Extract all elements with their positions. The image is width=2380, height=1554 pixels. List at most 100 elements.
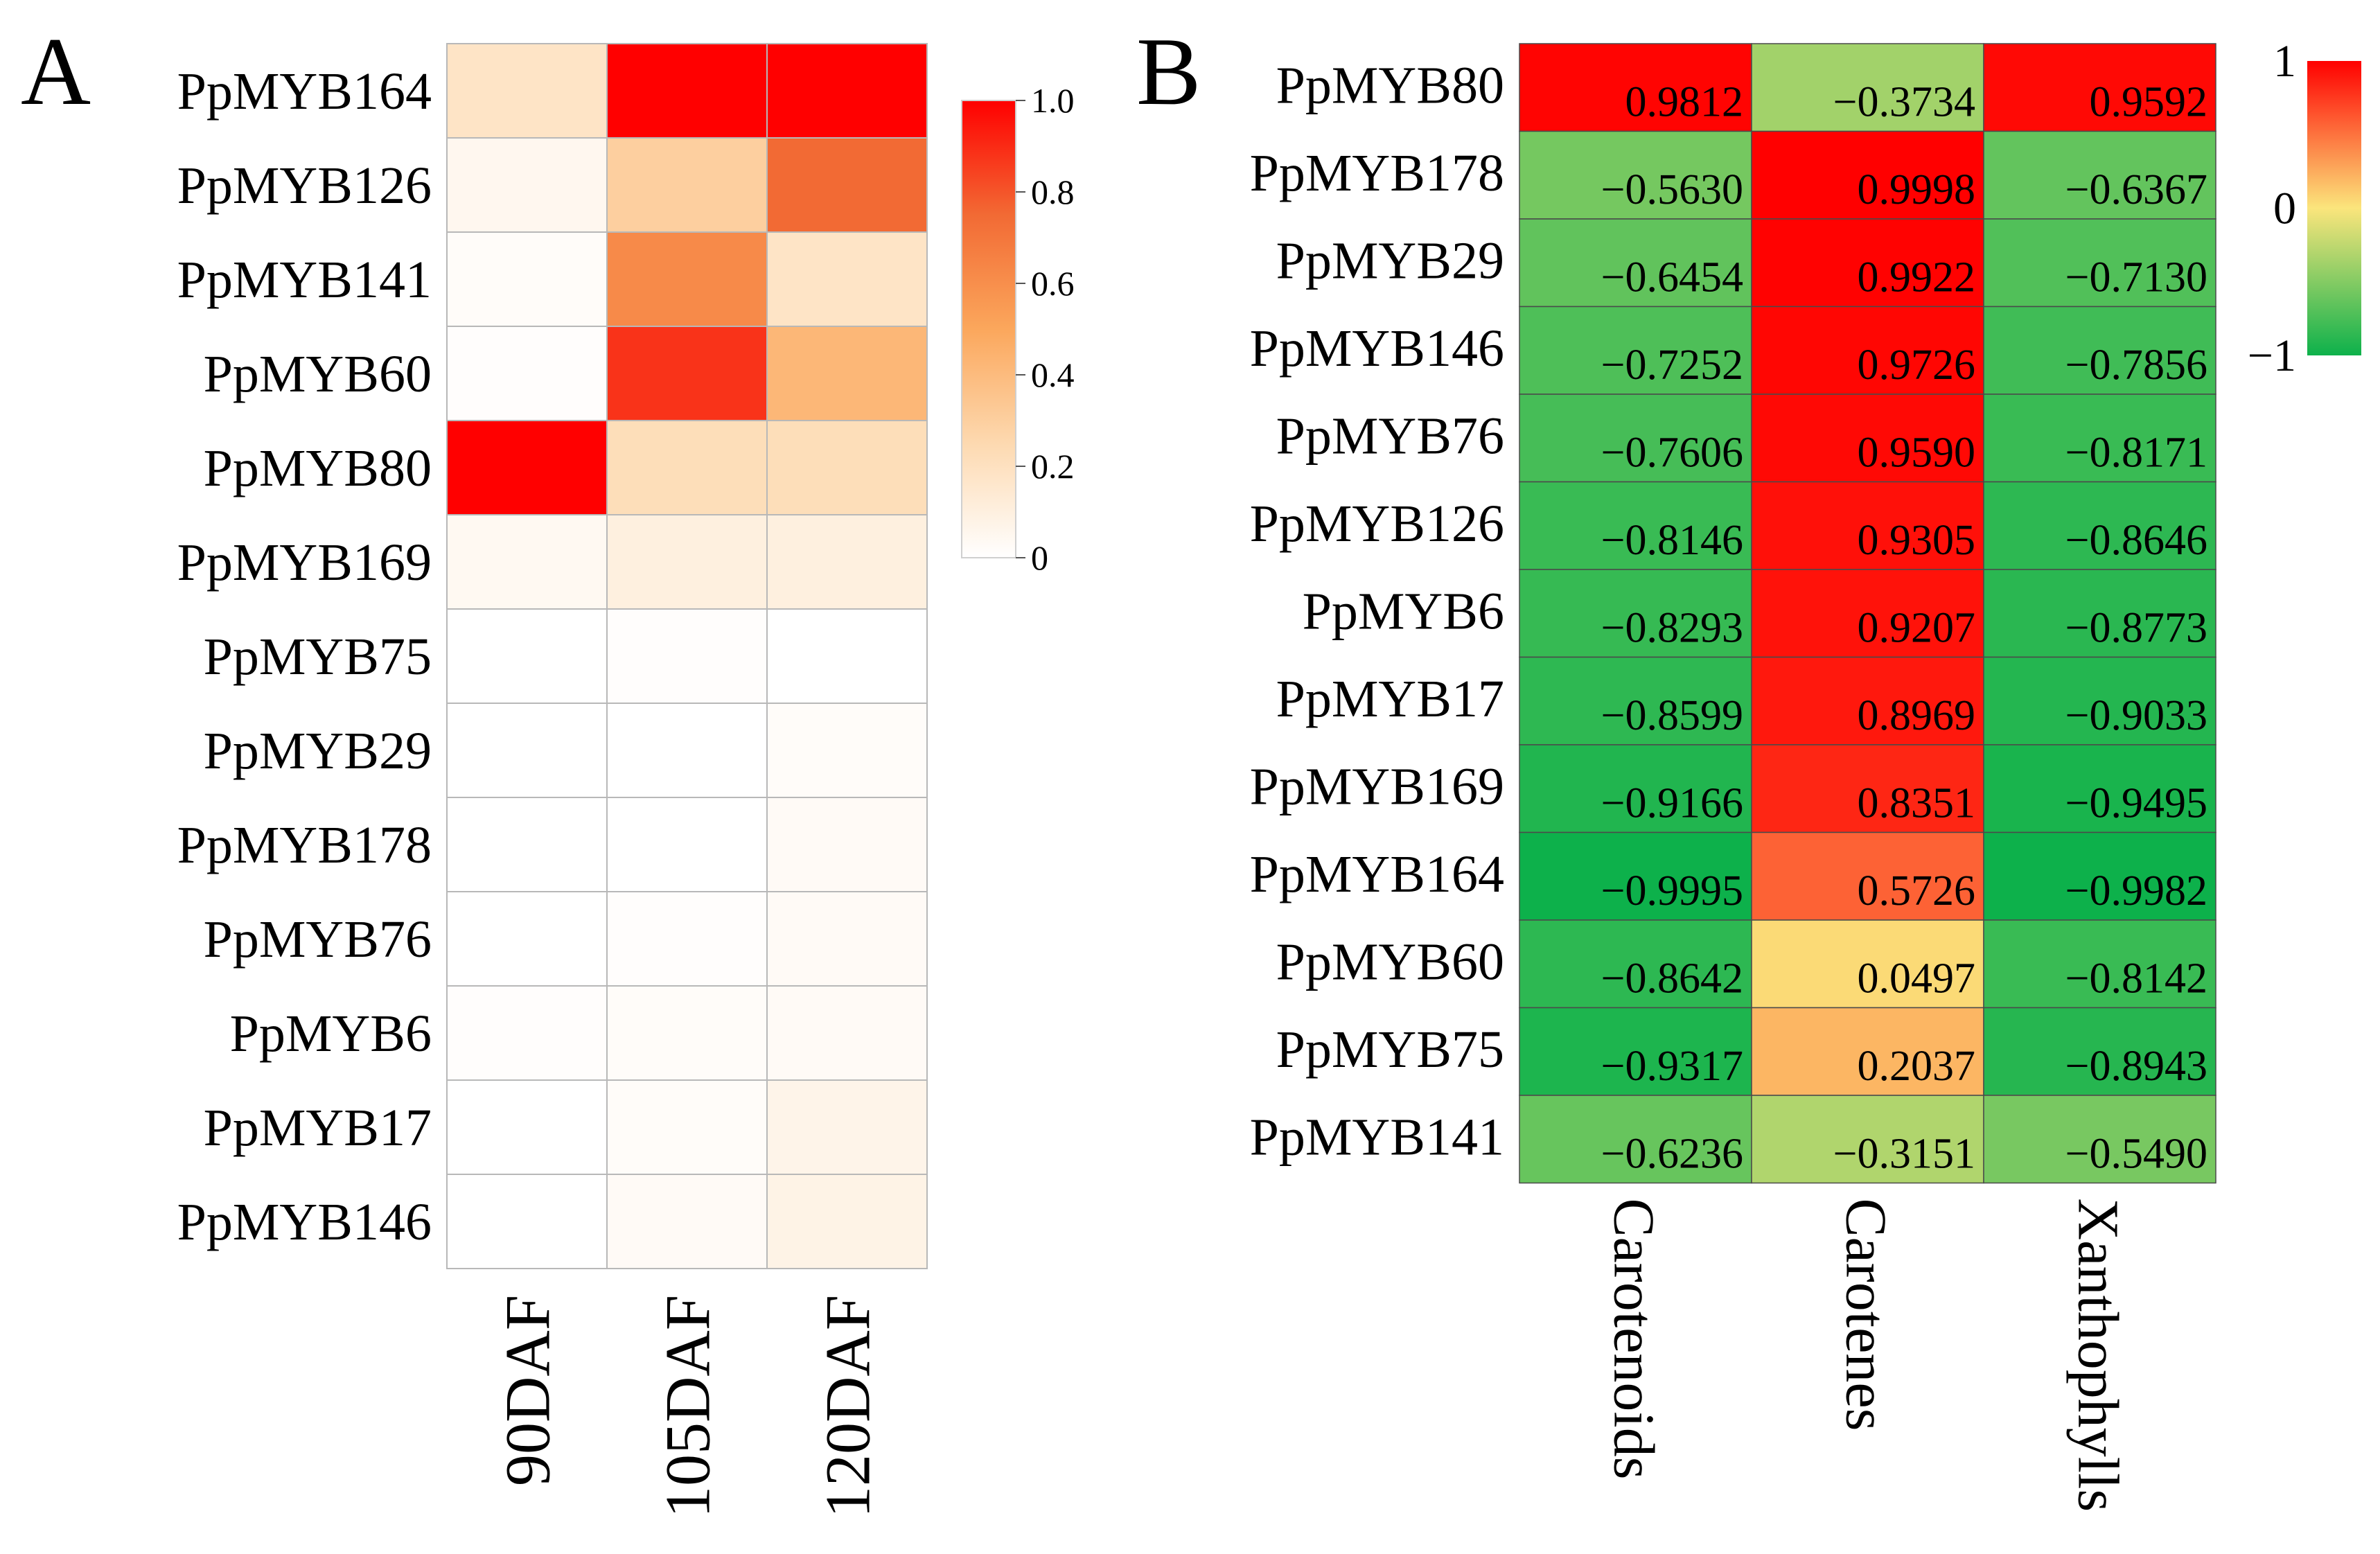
cell-a-ppmyb60-90daf (446, 326, 608, 421)
cell-value-b-ppmyb80-carotenes: −0.3734 (1833, 79, 1975, 126)
row-label-a-ppmyb80: PpMYB80 (204, 439, 432, 497)
cell-b-ppmyb164-xanthophylls (1983, 831, 2216, 921)
row-label-a-ppmyb126: PpMYB126 (177, 157, 432, 215)
cell-value-b-ppmyb178-carotenoids: −0.5630 (1601, 166, 1743, 213)
colorbar-b-bar (2307, 61, 2361, 355)
cell-value-b-ppmyb126-carotenes: 0.9305 (1858, 517, 1976, 564)
cell-b-ppmyb146-xanthophylls (1983, 306, 2216, 395)
cell-value-b-ppmyb126-xanthophylls: −0.8646 (2065, 517, 2207, 564)
cell-b-ppmyb29-carotenoids (1519, 218, 1752, 308)
cell-value-b-ppmyb141-carotenes: −0.3151 (1833, 1131, 1975, 1178)
colorbar-b-tick-label: −1 (2248, 330, 2296, 381)
panel-a-colorbar: 0 0.2 0.4 0.6 0.8 1.0 (961, 81, 1075, 577)
column-label-a-105daf: 105DAF (653, 1295, 723, 1518)
colorbar-a-tick-label: 1.0 (1031, 81, 1075, 120)
colorbar-a-tick-label: 0.2 (1031, 447, 1075, 486)
panel-b-cells: 0.9812 −0.3734 0.9592 −0.5630 0.9998 −0.6367 −… (1519, 43, 2216, 1184)
cell-value-b-ppmyb75-xanthophylls: −0.8943 (2065, 1043, 2207, 1090)
cell-a-ppmyb17-105daf (606, 1079, 768, 1175)
cell-a-ppmyb29-90daf (446, 703, 608, 798)
cell-value-b-ppmyb29-carotenes: 0.9922 (1858, 254, 1976, 301)
cell-b-ppmyb178-xanthophylls (1983, 130, 2216, 220)
row-label-b-ppmyb164: PpMYB164 (1250, 845, 1504, 903)
cell-value-b-ppmyb6-carotenes: 0.9207 (1858, 605, 1976, 652)
cell-a-ppmyb80-120daf (766, 420, 928, 515)
cell-b-ppmyb169-xanthophylls (1983, 744, 2216, 833)
colorbar-b-tick-label: 1 (2273, 36, 2296, 87)
cell-b-ppmyb76-carotenes (1751, 394, 1984, 483)
panel-a-cells (446, 43, 928, 1269)
cell-value-b-ppmyb17-carotenes: 0.8969 (1858, 692, 1976, 739)
cell-value-b-ppmyb126-carotenoids: −0.8146 (1601, 517, 1743, 564)
column-label-b-xanthophylls: Xanthophylls (2066, 1199, 2131, 1512)
cell-a-ppmyb17-90daf (446, 1079, 608, 1175)
cell-a-ppmyb141-105daf (606, 231, 768, 327)
row-label-b-ppmyb169: PpMYB169 (1250, 757, 1504, 815)
cell-a-ppmyb126-90daf (446, 137, 608, 233)
row-label-a-ppmyb75: PpMYB75 (204, 628, 432, 686)
cell-a-ppmyb17-120daf (766, 1079, 928, 1175)
row-label-a-ppmyb178: PpMYB178 (177, 816, 432, 874)
cell-value-b-ppmyb164-carotenoids: −0.9995 (1601, 867, 1743, 915)
cell-value-b-ppmyb29-xanthophylls: −0.7130 (2065, 254, 2207, 301)
row-label-b-ppmyb6: PpMYB6 (1303, 582, 1504, 640)
cell-a-ppmyb126-105daf (606, 137, 768, 233)
cell-b-ppmyb60-xanthophylls (1983, 919, 2216, 1009)
row-label-b-ppmyb75: PpMYB75 (1276, 1021, 1504, 1079)
cell-a-ppmyb76-90daf (446, 891, 608, 987)
row-label-a-ppmyb76: PpMYB76 (204, 910, 432, 969)
column-label-b-carotenes: Carotenes (1834, 1199, 1898, 1431)
cell-value-b-ppmyb75-carotenes: 0.2037 (1858, 1043, 1976, 1090)
cell-b-ppmyb17-xanthophylls (1983, 656, 2216, 745)
cell-value-b-ppmyb169-carotenes: 0.8351 (1858, 780, 1976, 827)
colorbar-a-tick-label: 0.6 (1031, 264, 1075, 303)
row-label-a-ppmyb141: PpMYB141 (177, 251, 432, 309)
cell-a-ppmyb76-105daf (606, 891, 768, 987)
row-label-a-ppmyb60: PpMYB60 (204, 345, 432, 403)
cell-value-b-ppmyb178-carotenes: 0.9998 (1858, 166, 1976, 213)
cell-value-b-ppmyb169-xanthophylls: −0.9495 (2065, 780, 2207, 827)
cell-a-ppmyb169-90daf (446, 514, 608, 610)
cell-a-ppmyb141-90daf (446, 231, 608, 327)
cell-b-ppmyb80-xanthophylls (1983, 43, 2216, 132)
colorbar-b-tick-label: 0 (2273, 184, 2296, 234)
cell-a-ppmyb29-105daf (606, 703, 768, 798)
cell-b-ppmyb126-carotenes (1751, 481, 1984, 570)
cell-value-b-ppmyb76-carotenoids: −0.7606 (1601, 430, 1743, 477)
cell-a-ppmyb169-105daf (606, 514, 768, 610)
cell-a-ppmyb80-90daf (446, 420, 608, 515)
cell-value-b-ppmyb76-carotenes: 0.9590 (1858, 430, 1976, 477)
row-label-a-ppmyb29: PpMYB29 (204, 722, 432, 780)
row-label-b-ppmyb60: PpMYB60 (1276, 933, 1504, 991)
cell-a-ppmyb75-105daf (606, 608, 768, 704)
cell-value-b-ppmyb80-carotenoids: 0.9812 (1625, 79, 1744, 126)
colorbar-a-tick-label: 0 (1031, 538, 1048, 577)
cell-a-ppmyb6-120daf (766, 985, 928, 1081)
cell-value-b-ppmyb178-xanthophylls: −0.6367 (2065, 166, 2207, 213)
cell-value-b-ppmyb141-xanthophylls: −0.5490 (2065, 1131, 2207, 1178)
cell-a-ppmyb178-120daf (766, 797, 928, 892)
row-label-b-ppmyb17: PpMYB17 (1276, 670, 1504, 728)
row-label-a-ppmyb17: PpMYB17 (204, 1099, 432, 1157)
cell-b-ppmyb76-carotenoids (1519, 394, 1752, 483)
cell-b-ppmyb141-carotenoids (1519, 1095, 1752, 1184)
panel-b-letter: B (1136, 18, 1201, 125)
cell-value-b-ppmyb80-xanthophylls: 0.9592 (2090, 79, 2208, 126)
panel-b-heatmap: B 0.9812 −0.3734 0.9592 −0.5630 0.9998 −0.636… (1136, 18, 2361, 1512)
cell-value-b-ppmyb17-xanthophylls: −0.9033 (2065, 692, 2207, 739)
row-label-a-ppmyb164: PpMYB164 (177, 62, 432, 121)
cell-value-b-ppmyb60-carotenoids: −0.8642 (1601, 955, 1743, 1003)
cell-a-ppmyb164-120daf (766, 43, 928, 139)
column-label-a-120daf: 120DAF (813, 1295, 883, 1518)
cell-b-ppmyb178-carotenes (1751, 130, 1984, 220)
cell-a-ppmyb146-90daf (446, 1174, 608, 1269)
cell-b-ppmyb17-carotenes (1751, 656, 1984, 745)
cell-a-ppmyb76-120daf (766, 891, 928, 987)
cell-b-ppmyb60-carotenes (1751, 919, 1984, 1009)
cell-a-ppmyb126-120daf (766, 137, 928, 233)
cell-value-b-ppmyb146-carotenes: 0.9726 (1858, 342, 1976, 389)
cell-value-b-ppmyb6-xanthophylls: −0.8773 (2065, 605, 2207, 652)
panel-a-column-labels: 90DAF 105DAF 120DAF (493, 1295, 883, 1518)
cell-b-ppmyb169-carotenes (1751, 744, 1984, 833)
